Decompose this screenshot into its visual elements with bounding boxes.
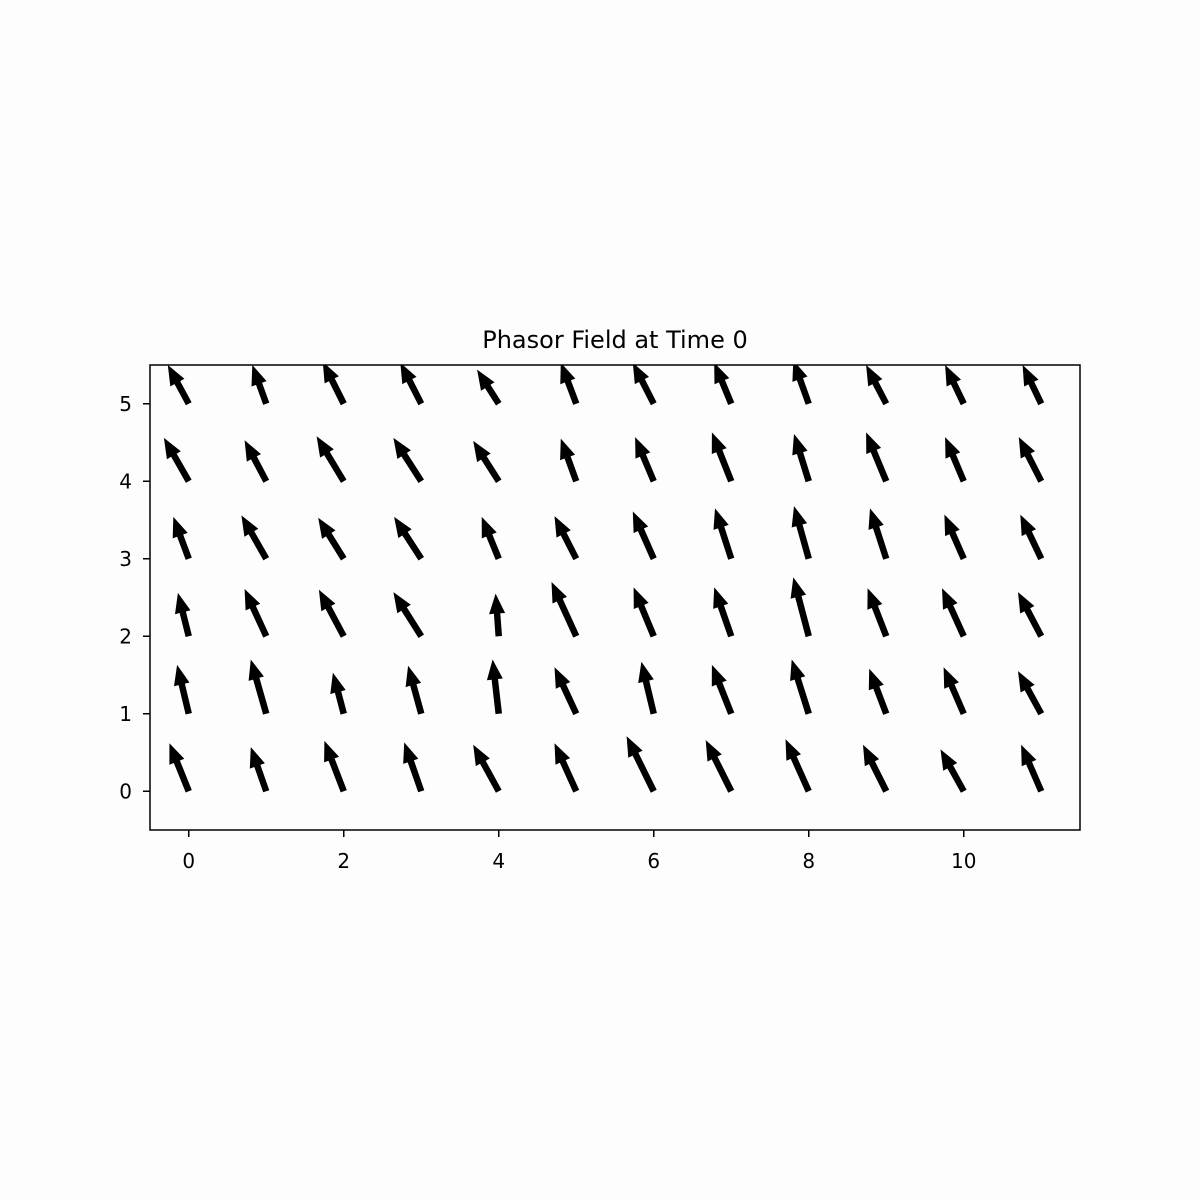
arrow-10-0 <box>940 749 967 793</box>
y-tick-label: 1 <box>119 702 132 726</box>
plot-frame <box>149 364 1081 831</box>
arrow-6-2 <box>633 587 657 638</box>
arrow-9-3 <box>868 508 890 560</box>
arrow-7-1 <box>711 664 735 715</box>
arrow-11-1 <box>1018 671 1045 716</box>
arrow-3-4 <box>393 437 424 483</box>
arrow-6-1 <box>638 661 657 715</box>
arrow-10-3 <box>944 514 967 561</box>
arrow-11-4 <box>1018 437 1045 483</box>
arrow-1-4 <box>244 440 270 483</box>
arrow-4-5 <box>477 369 502 406</box>
arrow-3-2 <box>393 592 424 638</box>
arrow-6-3 <box>632 511 657 561</box>
y-tick-label: 4 <box>119 469 132 493</box>
chart-title: Phasor Field at Time 0 <box>482 326 747 354</box>
arrow-7-3 <box>713 508 735 560</box>
arrow-3-1 <box>405 665 425 715</box>
arrow-11-2 <box>1018 592 1045 638</box>
quiver-arrows <box>163 365 1045 793</box>
arrow-7-4 <box>711 432 735 483</box>
arrow-10-4 <box>945 437 967 483</box>
arrow-11-3 <box>1020 514 1045 561</box>
arrow-11-0 <box>1021 744 1045 793</box>
arrow-6-4 <box>635 437 657 483</box>
arrow-10-2 <box>942 588 967 638</box>
arrow-9-2 <box>867 588 890 638</box>
arrow-5-0 <box>554 743 580 793</box>
arrow-9-4 <box>866 432 890 483</box>
arrow-4-2 <box>489 593 506 637</box>
arrow-9-1 <box>868 668 890 715</box>
arrow-10-1 <box>943 667 967 715</box>
arrow-0-2 <box>175 592 192 637</box>
arrow-4-3 <box>481 516 502 560</box>
arrow-7-2 <box>713 587 735 638</box>
arrow-1-5 <box>251 365 270 405</box>
arrow-8-1 <box>790 659 812 715</box>
arrow-7-0 <box>705 740 735 793</box>
arrow-5-2 <box>551 582 580 638</box>
arrow-3-5 <box>400 365 425 406</box>
arrow-7-5 <box>714 365 735 405</box>
arrow-0-4 <box>163 437 192 483</box>
arrow-0-0 <box>169 743 192 793</box>
arrow-10-5 <box>945 365 967 406</box>
y-tick-label: 2 <box>119 624 132 648</box>
arrow-2-5 <box>323 365 347 406</box>
arrow-1-1 <box>248 659 270 715</box>
arrow-6-0 <box>626 736 657 793</box>
x-axis: 0 2 4 6 8 10 <box>182 830 976 873</box>
arrow-5-1 <box>554 667 580 716</box>
arrow-3-0 <box>403 742 425 793</box>
arrow-1-2 <box>244 589 270 638</box>
arrow-8-5 <box>792 365 812 405</box>
arrow-8-3 <box>791 506 812 560</box>
arrow-0-3 <box>172 516 192 560</box>
y-tick-label: 3 <box>119 547 132 571</box>
arrow-2-1 <box>330 672 347 715</box>
x-tick-label: 2 <box>337 849 350 873</box>
arrow-9-5 <box>866 365 890 406</box>
arrow-8-2 <box>790 577 812 638</box>
arrow-4-4 <box>473 440 502 483</box>
x-tick-label: 8 <box>802 849 815 873</box>
arrow-4-1 <box>486 659 503 715</box>
arrow-2-4 <box>316 436 347 483</box>
arrow-6-5 <box>633 365 657 406</box>
arrow-5-5 <box>560 365 580 405</box>
y-tick-label: 5 <box>119 392 132 416</box>
y-tick-label: 0 <box>119 779 132 803</box>
arrow-0-1 <box>174 664 192 715</box>
arrow-2-3 <box>318 517 347 561</box>
arrow-8-0 <box>785 739 812 793</box>
arrow-4-0 <box>473 744 502 793</box>
arrow-1-0 <box>249 747 270 793</box>
x-tick-label: 4 <box>492 849 505 873</box>
arrow-0-5 <box>167 365 192 406</box>
y-axis: 0 1 2 3 4 5 <box>119 392 150 803</box>
arrow-9-0 <box>863 744 890 793</box>
arrow-2-2 <box>318 589 347 638</box>
x-tick-label: 10 <box>951 849 976 873</box>
arrow-5-4 <box>560 438 580 483</box>
x-tick-label: 0 <box>182 849 195 873</box>
arrow-5-3 <box>554 516 580 561</box>
arrow-3-3 <box>394 516 424 561</box>
x-tick-label: 6 <box>647 849 660 873</box>
arrow-8-4 <box>792 434 812 483</box>
arrow-2-0 <box>324 740 347 793</box>
arrow-11-5 <box>1022 365 1045 406</box>
arrow-1-3 <box>241 515 270 561</box>
